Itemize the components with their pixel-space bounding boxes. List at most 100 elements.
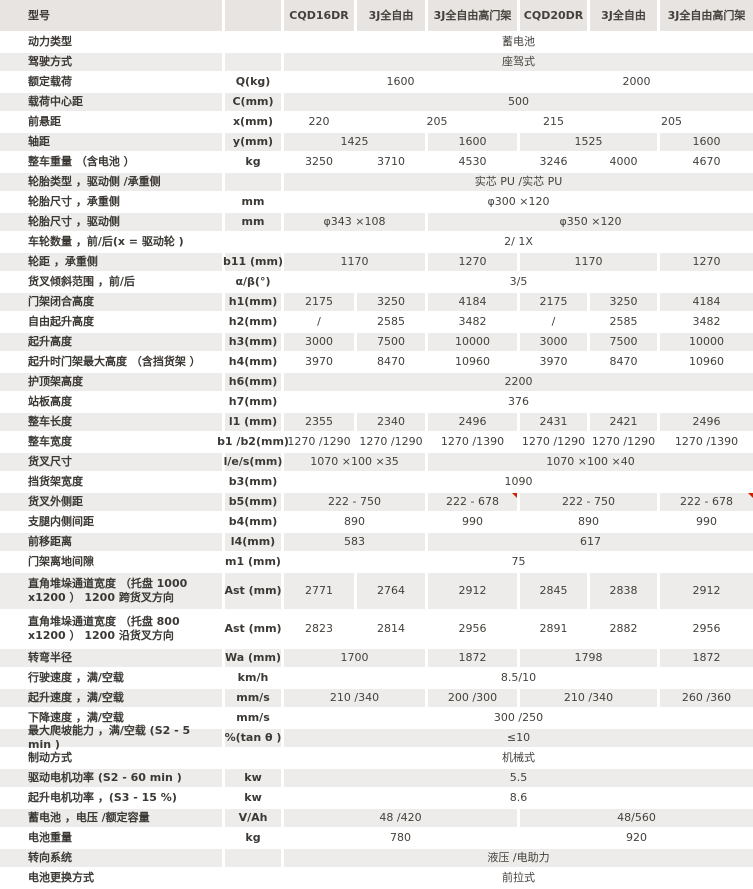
spec-value-cell: 7500 xyxy=(590,333,657,351)
spec-unit: V/Ah xyxy=(225,809,281,827)
spec-value-cell: 1270 /1290 xyxy=(287,435,351,449)
spec-value-cell: 2355 xyxy=(284,413,354,431)
spec-value-cell: 210 /340 xyxy=(284,689,425,707)
spec-value-cell: 3970 xyxy=(305,355,333,369)
spec-value-cell: 4184 xyxy=(428,293,517,311)
spec-value-cell: 1170 xyxy=(520,253,657,271)
spec-value-cell: 1872 xyxy=(428,649,517,667)
spec-label: 起升时门架最大高度 （含挡货架 ） xyxy=(28,355,201,369)
spec-value-cell: 2956 xyxy=(692,622,721,636)
spec-label: 起升电机功率 ，(S3 - 15 %) xyxy=(28,791,177,805)
spec-label: 护顶架高度 xyxy=(0,373,222,391)
table-row: 车轮数量 ，前/后(x = 驱动轮 ) 2/ 1X xyxy=(0,233,753,251)
table-row: 货叉倾斜范围 ，前/后 α/β(°) 3/5 xyxy=(0,273,753,291)
table-row: 起升时门架最大高度 （含挡货架 ） h4(mm) 3970 8470 10960 3970… xyxy=(0,353,753,371)
spec-value-cell: 10000 xyxy=(660,333,753,351)
spec-value-cell: 8.6 xyxy=(509,791,528,805)
spec-value-cell: 48 /420 xyxy=(284,809,517,827)
table-row: 站板高度 h7(mm) 376 xyxy=(0,393,753,411)
table-row: 挡货架宽度 b3(mm) 1090 xyxy=(0,473,753,491)
spec-value-cell: 1600 xyxy=(386,75,415,89)
spec-value-cell: 3000 xyxy=(284,333,354,351)
table-row: 货叉尺寸 l/e/s(mm) 1070 ×100 ×35 1070 ×100 ×40 xyxy=(0,453,753,471)
spec-value-cell: 1270 /1290 xyxy=(359,435,423,449)
spec-value-cell: 3710 xyxy=(377,155,405,169)
spec-value-cell: 2838 xyxy=(590,573,657,609)
spec-value-cell: 10960 xyxy=(455,355,490,369)
spec-label: 最大爬坡能力 ，满/空载 (S2 - 5 min ) xyxy=(0,724,222,751)
spec-unit: kw xyxy=(225,769,281,787)
spec-unit: %(tan θ ) xyxy=(225,729,281,747)
spec-value-cell: 205 xyxy=(661,115,682,129)
spec-value-cell: 1070 ×100 ×40 xyxy=(428,453,753,471)
spec-label: 转向系统 xyxy=(0,849,222,867)
spec-value-cell: / xyxy=(317,315,321,329)
spec-value-cell: 920 xyxy=(626,831,647,845)
note-marker-icon xyxy=(748,493,753,498)
spec-label: 货叉倾斜范围 ，前/后 xyxy=(28,275,135,289)
spec-label: 行驶速度 ，满/空载 xyxy=(28,671,124,685)
spec-value-cell: 2421 xyxy=(590,413,657,431)
table-row: 起升电机功率 ，(S3 - 15 %) kw 8.6 xyxy=(0,789,753,807)
table-row: 最大爬坡能力 ，满/空载 (S2 - 5 min ) %(tan θ ) ≤10 xyxy=(0,724,753,751)
spec-label: 电池更换方式 xyxy=(28,871,94,885)
table-row: 轮距 ，承重侧 b11 (mm) 1170 1270 1170 1270 xyxy=(0,253,753,271)
spec-label: 制动方式 xyxy=(28,751,72,765)
spec-label: 门架闭合高度 xyxy=(0,293,222,311)
spec-value-cell: 2882 xyxy=(609,622,638,636)
table-row: 轮胎尺寸 ，驱动侧 mm φ343 ×108 φ350 ×120 xyxy=(0,213,753,231)
spec-value-cell: 液压 /电助力 xyxy=(284,849,753,867)
spec-value-cell: ≤10 xyxy=(284,729,753,747)
spec-unit: x(mm) xyxy=(232,115,274,129)
table-row: 下降速度 ，满/空载 mm/s 300 /250 xyxy=(0,709,753,727)
spec-value-cell: 4530 xyxy=(458,155,487,169)
spec-value-cell: 2585 xyxy=(377,315,405,329)
spec-value-cell: 1270 /1290 xyxy=(591,435,656,449)
table-row: 门架闭合高度 h1(mm) 2175 3250 4184 2175 3250 4184 xyxy=(0,293,753,311)
spec-value-cell: 3250 xyxy=(590,293,657,311)
spec-value-cell: 1425 xyxy=(284,133,425,151)
table-row: 整车长度 l1 (mm) 2355 2340 2496 2431 2421 2496 xyxy=(0,413,753,431)
spec-value-cell: 222 - 678 xyxy=(660,493,753,511)
spec-value-cell: 1070 ×100 ×35 xyxy=(284,453,425,471)
spec-value-cell: 2912 xyxy=(660,573,753,609)
spec-unit: α/β(°) xyxy=(235,275,271,289)
table-row: 起升速度 ，满/空载 mm/s 210 /340 200 /300 210 /340 26… xyxy=(0,689,753,707)
table-row: 门架离地间隙 m1 (mm) 75 xyxy=(0,553,753,571)
spec-label: 驾驶方式 xyxy=(0,53,222,71)
spec-value-cell: 8.5/10 xyxy=(500,671,537,685)
spec-unit: kw xyxy=(244,791,262,805)
spec-unit xyxy=(225,749,281,767)
spec-value-cell: 2/ 1X xyxy=(504,235,533,249)
spec-label: 电池重量 xyxy=(28,831,72,845)
spec-unit: Q(kg) xyxy=(235,75,271,89)
spec-value-cell: 1872 xyxy=(660,649,753,667)
spec-unit: h4(mm) xyxy=(228,355,278,369)
spec-value-cell: 300 /250 xyxy=(493,711,544,725)
table-row: 转弯半径 Wa (mm) 1700 1872 1798 1872 xyxy=(0,649,753,667)
spec-unit: b1 /b2(mm) xyxy=(217,435,289,449)
table-row: 自由起升高度 h2(mm) / 2585 3482 / 2585 3482 xyxy=(0,313,753,331)
spec-value-cell: 215 xyxy=(543,115,564,129)
header-model-cell: 3J全自由高门架 xyxy=(428,0,517,31)
spec-unit: Ast (mm) xyxy=(224,622,282,636)
spec-value-cell: 2912 xyxy=(428,573,517,609)
spec-unit: h1(mm) xyxy=(225,293,281,311)
spec-unit: mm xyxy=(225,213,281,231)
spec-value-cell: 1270 xyxy=(660,253,753,271)
spec-value-cell: φ343 ×108 xyxy=(284,213,425,231)
table-row: 驾驶方式 座驾式 xyxy=(0,53,753,71)
spec-label: 额定载荷 xyxy=(28,75,72,89)
spec-value-cell: 1525 xyxy=(520,133,657,151)
spec-label: 轮胎尺寸 ，驱动侧 xyxy=(0,213,222,231)
spec-value-cell: 1270 /1390 xyxy=(674,435,739,449)
table-row: 动力类型 蓄电池 xyxy=(0,33,753,51)
spec-unit xyxy=(225,53,281,71)
spec-value-cell: 2845 xyxy=(520,573,587,609)
spec-value-cell: 583 xyxy=(284,533,425,551)
spec-value-cell: 3/5 xyxy=(509,275,528,289)
spec-value-cell: 75 xyxy=(511,555,526,569)
spec-value-cell: 2891 xyxy=(539,622,568,636)
table-row: 整车宽度 b1 /b2(mm) 1270 /1290 1270 /1290 1270 /… xyxy=(0,433,753,451)
spec-unit xyxy=(225,869,281,887)
